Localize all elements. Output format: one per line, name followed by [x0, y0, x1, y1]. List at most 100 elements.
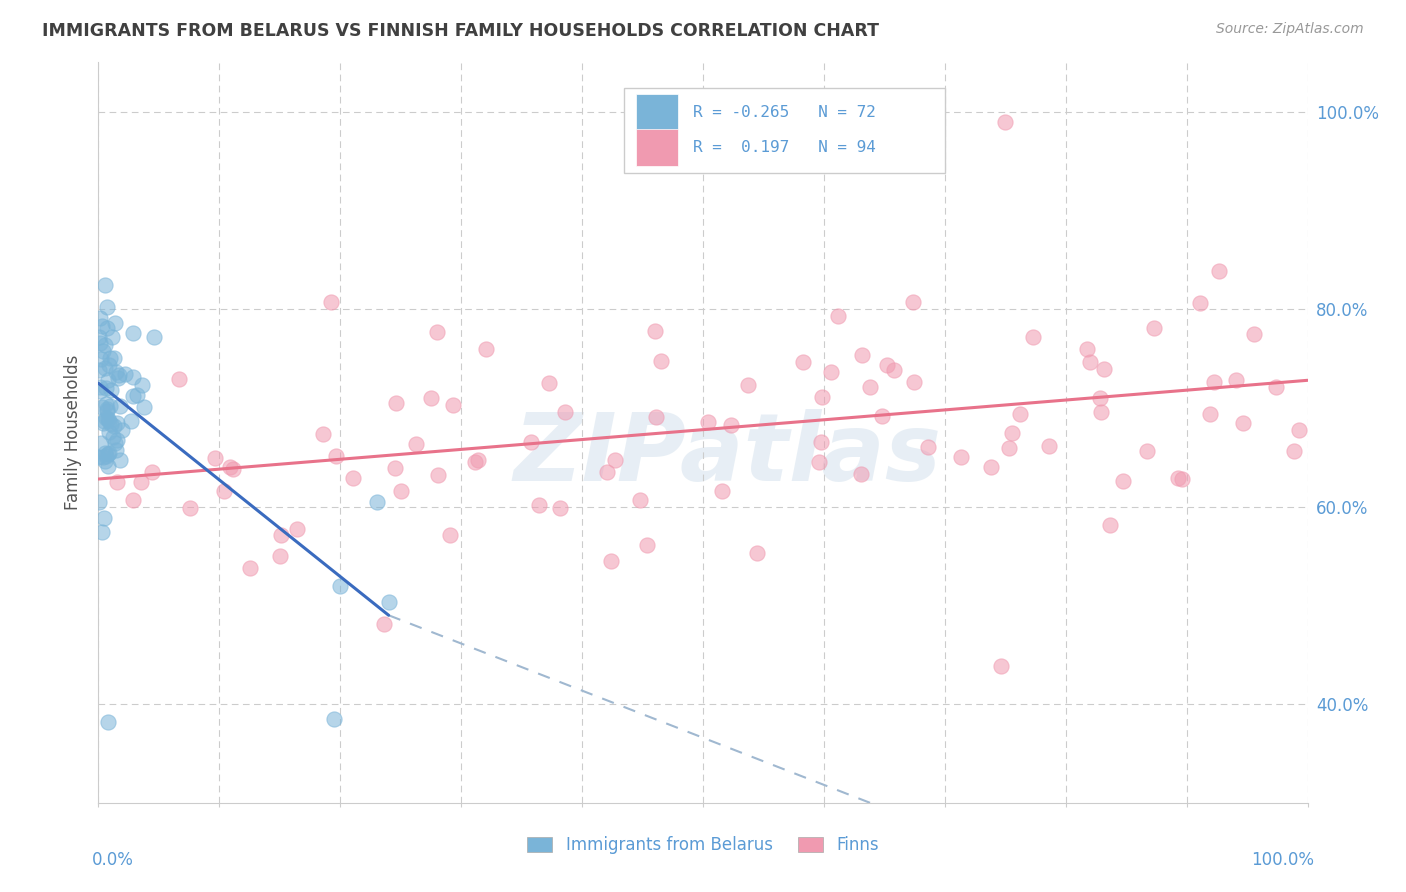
- Point: [720, 417, 742, 432]
- Point: [120, 414, 142, 428]
- Point: [1112, 475, 1135, 489]
- Point: [1021, 330, 1043, 344]
- Point: [127, 388, 149, 402]
- Point: [384, 461, 406, 475]
- Point: [1088, 391, 1111, 405]
- FancyBboxPatch shape: [624, 88, 945, 173]
- Point: [87, 363, 110, 377]
- Point: [464, 455, 486, 469]
- Point: [98, 414, 121, 428]
- Point: [554, 405, 576, 419]
- Point: [105, 475, 128, 490]
- Point: [110, 399, 132, 413]
- Point: [100, 417, 122, 432]
- Point: [97, 459, 120, 474]
- Text: 0.0%: 0.0%: [93, 851, 134, 869]
- Point: [441, 398, 464, 412]
- Point: [141, 466, 163, 480]
- Point: [219, 460, 242, 475]
- Point: [100, 383, 122, 397]
- Point: [89, 384, 111, 399]
- Legend: Immigrants from Belarus, Finns: Immigrants from Belarus, Finns: [520, 830, 886, 861]
- Point: [325, 449, 347, 463]
- Point: [810, 390, 832, 404]
- Point: [96, 300, 118, 314]
- Point: [93, 510, 115, 524]
- Point: [96, 410, 118, 425]
- Point: [90, 436, 112, 450]
- Point: [90, 525, 112, 540]
- Point: [96, 381, 118, 395]
- Point: [96, 404, 118, 418]
- Point: [994, 114, 1017, 128]
- Point: [285, 522, 308, 536]
- Point: [1038, 439, 1060, 453]
- Point: [980, 459, 1002, 474]
- FancyBboxPatch shape: [637, 94, 678, 130]
- Point: [851, 348, 873, 362]
- Point: [97, 445, 120, 459]
- Point: [93, 343, 115, 358]
- Point: [1167, 471, 1189, 485]
- Point: [105, 433, 128, 447]
- Point: [87, 450, 110, 465]
- Point: [107, 368, 129, 382]
- Point: [270, 528, 292, 542]
- Point: [650, 353, 672, 368]
- Point: [1143, 320, 1166, 334]
- Point: [859, 380, 882, 394]
- Point: [212, 484, 235, 499]
- Point: [998, 441, 1021, 455]
- Point: [89, 330, 111, 344]
- Point: [644, 324, 666, 338]
- Point: [596, 465, 619, 479]
- Point: [950, 450, 973, 465]
- Point: [89, 495, 111, 509]
- Point: [903, 295, 925, 310]
- Point: [105, 365, 128, 379]
- Point: [1171, 472, 1194, 486]
- Text: 100.0%: 100.0%: [1250, 851, 1313, 869]
- Point: [108, 453, 131, 467]
- Point: [94, 445, 117, 459]
- Point: [96, 402, 118, 417]
- Point: [323, 712, 346, 726]
- Text: Source: ZipAtlas.com: Source: ZipAtlas.com: [1216, 22, 1364, 37]
- FancyBboxPatch shape: [637, 129, 678, 166]
- Point: [1136, 443, 1159, 458]
- Point: [426, 325, 449, 339]
- Point: [131, 378, 153, 392]
- Point: [475, 342, 498, 356]
- Point: [1264, 380, 1286, 394]
- Point: [93, 360, 115, 375]
- Point: [807, 455, 830, 469]
- Point: [107, 371, 129, 385]
- Point: [527, 498, 550, 512]
- Point: [179, 501, 201, 516]
- Point: [94, 277, 117, 292]
- Point: [1090, 404, 1112, 418]
- Point: [94, 449, 117, 463]
- Point: [97, 447, 120, 461]
- Point: [319, 294, 342, 309]
- Point: [142, 330, 165, 344]
- Point: [1198, 408, 1220, 422]
- Point: [1076, 342, 1098, 356]
- Point: [104, 316, 127, 330]
- Point: [405, 436, 427, 450]
- Point: [737, 377, 759, 392]
- Point: [747, 546, 769, 560]
- Point: [222, 462, 245, 476]
- Point: [98, 351, 121, 366]
- Point: [876, 359, 898, 373]
- Point: [91, 417, 114, 431]
- Point: [810, 434, 832, 449]
- Point: [94, 453, 117, 467]
- Point: [1208, 264, 1230, 278]
- Point: [104, 443, 127, 458]
- Point: [89, 310, 111, 325]
- Point: [537, 376, 560, 390]
- Point: [389, 484, 412, 499]
- Point: [1232, 416, 1254, 430]
- Point: [89, 336, 111, 351]
